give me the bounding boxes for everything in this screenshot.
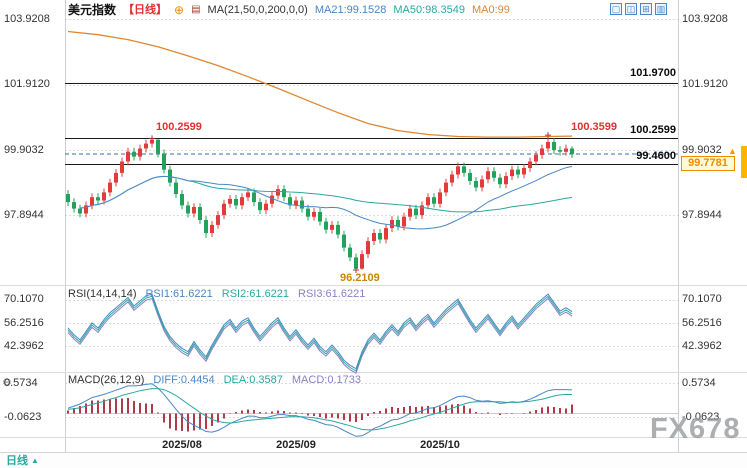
layout-single-icon[interactable]: ▢ <box>610 3 622 15</box>
time-axis-label: 2025/09 <box>276 439 316 451</box>
period-label: 【日线】 <box>123 4 168 16</box>
macd-axis-right-tick: -0.0623 <box>682 411 720 423</box>
price-axis-right-tick: 103.9208 <box>682 13 728 25</box>
price-chart-header: 美元指数 【日线】 ⊕ ▤ MA(21,50,0,200,0,0) MA21:9… <box>68 3 510 17</box>
symbol-name: 美元指数 <box>68 3 117 17</box>
rsi-axis-right-tick: 42.3962 <box>682 340 722 352</box>
level-label-100-2599: 100.2599 <box>630 124 676 136</box>
axis-scroll-marker[interactable] <box>741 146 747 178</box>
rsi1-value: RSI1:61.6221 <box>145 288 213 300</box>
swing-high-label: 100.2599 <box>156 121 202 133</box>
price-axis-left-tick: 101.9120 <box>4 78 50 90</box>
dea-value: DEA:0.3587 <box>223 374 283 386</box>
macd-title: MACD(26,12,9) <box>68 374 145 386</box>
rsi-header: RSI(14,14,14) RSI1:61.6221 RSI2:61.6221 … <box>68 288 365 301</box>
bottom-tab-bar: 日线 ▲ <box>0 452 747 468</box>
level-label-99-46: 99.4600 <box>636 150 676 162</box>
tab-daily[interactable]: 日线 ▲ <box>6 454 39 468</box>
rsi-axis-left-tick: 42.3962 <box>4 340 44 352</box>
macd-axis-left-tick: -0.0623 <box>4 411 42 423</box>
price-axis-left-tick: 97.8944 <box>4 209 44 221</box>
diff-value: DIFF:0.4454 <box>153 374 215 386</box>
rsi-axis-left-tick: 70.1070 <box>4 293 44 305</box>
layout-grid-icon[interactable]: ⊞ <box>640 3 652 15</box>
price-axis-left-tick: 99.9032 <box>4 144 44 156</box>
add-indicator-icon[interactable]: ⊕ <box>174 3 185 17</box>
price-axis-right-tick: 101.9120 <box>682 78 728 90</box>
chart-settings-icon[interactable]: ▤ <box>191 4 201 15</box>
last-price-badge: 99.7781 <box>681 156 735 171</box>
indicator-settings-gear-icon[interactable]: ⚙ <box>2 377 12 389</box>
price-axis-right-tick: 99.9032 <box>682 144 722 156</box>
macd-axis-right-tick: 0.5734 <box>682 377 716 389</box>
price-up-arrow-icon: ▲ <box>728 146 737 156</box>
rsi2-value: RSI2:61.6221 <box>221 288 290 300</box>
macd-header: MACD(26,12,9) DIFF:0.4454 DEA:0.3587 MAC… <box>68 374 361 387</box>
price-axis-left-tick: 103.9208 <box>4 13 50 25</box>
recent-high-label: 100.3599 <box>571 121 617 133</box>
ma-settings-label: MA(21,50,0,200,0,0) <box>207 4 308 16</box>
ma50-value: MA50:98.3549 <box>393 4 465 16</box>
watermark: FX678 <box>650 413 741 445</box>
rsi-title: RSI(14,14,14) <box>68 288 137 300</box>
ma0-value: MA0:99 <box>471 4 510 16</box>
macd-axis-left-tick: 0.5734 <box>4 377 38 389</box>
rsi-axis-right-tick: 70.1070 <box>682 293 722 305</box>
macd-value: MACD:0.1733 <box>291 374 361 386</box>
chevron-up-icon: ▲ <box>31 456 39 465</box>
rsi3-value: RSI3:61.6221 <box>298 288 366 300</box>
layout-split-icon[interactable]: ◫ <box>625 3 637 15</box>
layout-list-icon[interactable]: ▥ <box>655 3 667 15</box>
ma21-value: MA21:99.1528 <box>314 4 387 16</box>
rsi-axis-left-tick: 56.2516 <box>4 317 44 329</box>
time-axis-label: 2025/08 <box>162 439 202 451</box>
time-axis-label: 2025/10 <box>420 439 460 451</box>
price-axis-right-tick: 97.8944 <box>682 209 722 221</box>
swing-low-label: 96.2109 <box>340 272 380 284</box>
level-label-101-97: 101.9700 <box>630 67 676 79</box>
tab-daily-label: 日线 <box>6 455 28 467</box>
rsi-axis-right-tick: 56.2516 <box>682 317 722 329</box>
layout-toolbar: ▢ ◫ ⊞ ▥ <box>610 3 667 15</box>
